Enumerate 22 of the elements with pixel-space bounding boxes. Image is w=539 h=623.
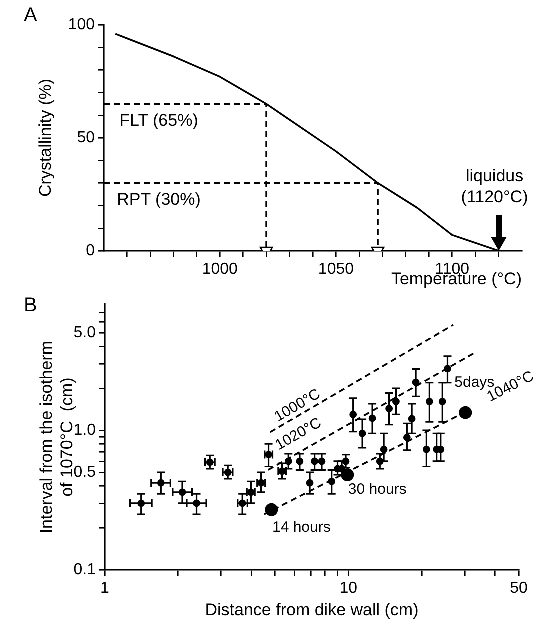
annotation: 30 hours [348, 481, 407, 498]
x-tick-label: 1000 [202, 261, 238, 278]
y-tick-label: 0 [86, 242, 96, 260]
chart-title: B [24, 294, 38, 317]
y-tick-label: 0.5 [74, 464, 96, 481]
y-tick-label: 50 [77, 129, 96, 146]
x-axis-title: Distance from dike wall (cm) [205, 600, 419, 620]
y-tick-label: 0.1 [74, 561, 96, 578]
x-tick-label: 1050 [318, 261, 354, 278]
chart-title: A [24, 4, 38, 27]
x-tick-label: 10 [340, 580, 358, 598]
x-tick-label: 1 [100, 580, 110, 598]
y-tick-label: 1.0 [74, 422, 96, 439]
y-axis-title: Crystallinity (%) [36, 78, 55, 198]
annotation: 14 hours [272, 518, 331, 536]
annotation: RPT (30%) [117, 190, 201, 209]
annotation: liquidus [466, 166, 524, 186]
y-tick-label: 100 [68, 16, 96, 34]
x-tick-label: 50 [510, 580, 528, 598]
annotation: (1120°C) [461, 188, 528, 207]
y-tick-label: 5.0 [74, 324, 96, 342]
annotation: FLT (65%) [120, 110, 198, 130]
